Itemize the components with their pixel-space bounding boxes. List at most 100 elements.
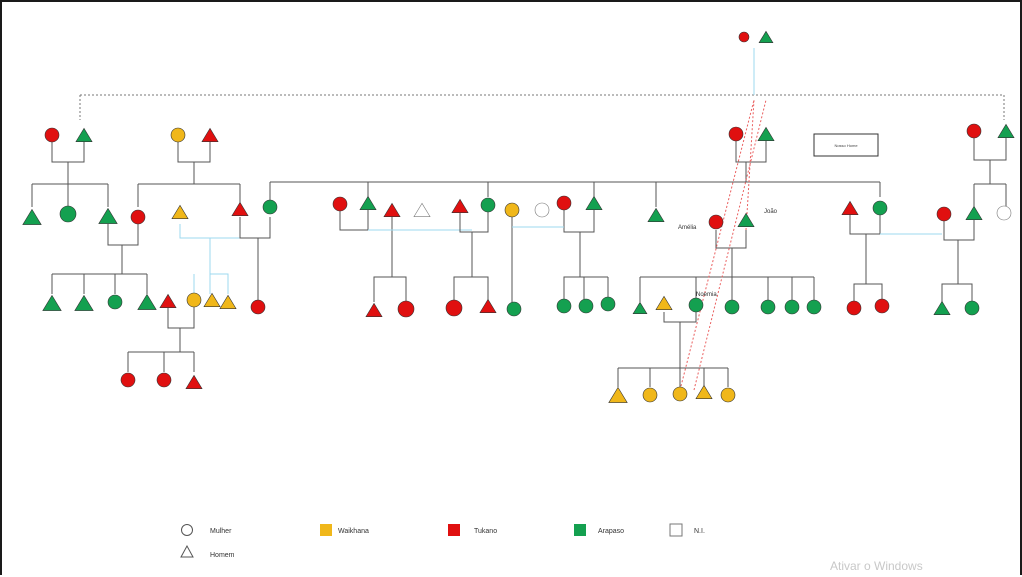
waikhana-woman-circle-icon bbox=[504, 202, 520, 218]
waikhana-man-triangle-icon bbox=[219, 294, 237, 309]
arapaso-man-triangle-icon bbox=[933, 300, 951, 315]
arapaso-man-triangle-icon bbox=[632, 301, 648, 315]
tukano-man-triangle-icon bbox=[201, 127, 219, 142]
arapaso-man-triangle-icon bbox=[359, 195, 377, 210]
arapaso-woman-circle-icon bbox=[784, 299, 800, 315]
legend-arapaso-swatch bbox=[574, 524, 586, 536]
link-line bbox=[179, 224, 270, 294]
legend-waikhana-swatch bbox=[320, 524, 332, 536]
arapaso-woman-circle-icon bbox=[578, 298, 594, 314]
legend-male-label: Homem bbox=[210, 552, 235, 559]
descent-line bbox=[639, 230, 815, 302]
tukano-man-triangle-icon bbox=[159, 293, 177, 308]
unknown-man-triangle-icon bbox=[413, 202, 431, 217]
descent-line bbox=[453, 212, 513, 302]
tukano-woman-circle-icon bbox=[966, 123, 982, 139]
note-box-text: Nosso Home bbox=[834, 143, 858, 148]
tukano-woman-circle-icon bbox=[846, 300, 862, 316]
arapaso-woman-circle-icon bbox=[964, 300, 980, 316]
arapaso-man-triangle-icon bbox=[22, 208, 42, 225]
legend-female-label: Mulher bbox=[210, 528, 232, 535]
tukano-woman-circle-icon bbox=[130, 209, 146, 225]
dotted-link bbox=[79, 94, 1005, 120]
arapaso-woman-circle-icon bbox=[872, 200, 888, 216]
tukano-man-triangle-icon bbox=[365, 302, 383, 317]
arapaso-man-triangle-icon bbox=[737, 212, 755, 227]
descent-line bbox=[849, 210, 883, 302]
tukano-woman-circle-icon bbox=[874, 298, 890, 314]
arapaso-woman-circle-icon bbox=[688, 297, 704, 313]
descent-line bbox=[31, 142, 109, 207]
tukano-man-triangle-icon bbox=[841, 200, 859, 215]
waikhana-woman-circle-icon bbox=[186, 292, 202, 308]
arapaso-woman-circle-icon bbox=[724, 299, 740, 315]
legend: Mulher Homem Waikhana Tukano Arapaso N.I… bbox=[180, 523, 705, 559]
descent-line bbox=[137, 142, 241, 207]
waikhana-man-triangle-icon bbox=[695, 384, 713, 399]
waikhana-man-triangle-icon bbox=[608, 386, 628, 403]
arapaso-man-triangle-icon bbox=[98, 207, 118, 224]
waikhana-woman-circle-icon bbox=[170, 127, 186, 143]
windows-watermark: Ativar o Windows bbox=[830, 559, 923, 573]
tukano-woman-circle-icon bbox=[332, 196, 348, 212]
waikhana-woman-circle-icon bbox=[672, 386, 688, 402]
tukano-woman-circle-icon bbox=[44, 127, 60, 143]
arapaso-woman-circle-icon bbox=[600, 296, 616, 312]
label-amelia: Amélia bbox=[678, 225, 697, 231]
legend-waikhana-label: Waikhana bbox=[338, 528, 369, 535]
tukano-man-triangle-icon bbox=[231, 201, 249, 216]
legend-tukano-label: Tukano bbox=[474, 528, 497, 535]
descent-line bbox=[735, 140, 767, 163]
tukano-man-triangle-icon bbox=[383, 202, 401, 217]
waikhana-man-triangle-icon bbox=[655, 295, 673, 310]
legend-unknown-swatch bbox=[669, 523, 683, 537]
arapaso-man-triangle-icon bbox=[42, 294, 62, 311]
arapaso-woman-circle-icon bbox=[760, 299, 776, 315]
tukano-woman-circle-icon bbox=[708, 214, 724, 230]
unknown-woman-circle-icon bbox=[534, 202, 550, 218]
descent-line bbox=[51, 224, 148, 294]
arapaso-man-triangle-icon bbox=[965, 205, 983, 220]
arapaso-man-triangle-icon bbox=[757, 126, 775, 141]
tukano-woman-circle-icon bbox=[250, 299, 266, 315]
tukano-man-triangle-icon bbox=[479, 298, 497, 313]
descent-line bbox=[269, 162, 881, 207]
arapaso-woman-circle-icon bbox=[506, 301, 522, 317]
tukano-man-triangle-icon bbox=[451, 198, 469, 213]
tukano-woman-circle-icon bbox=[728, 126, 744, 142]
tukano-woman-circle-icon bbox=[120, 372, 136, 388]
arapaso-woman-circle-icon bbox=[107, 294, 123, 310]
arapaso-man-triangle-icon bbox=[585, 195, 603, 210]
unknown-woman-circle-icon bbox=[996, 205, 1012, 221]
arapaso-man-triangle-icon bbox=[75, 127, 93, 142]
descent-line bbox=[941, 217, 975, 302]
arapaso-woman-circle-icon bbox=[480, 197, 496, 213]
note-box bbox=[813, 133, 879, 157]
waikhana-man-triangle-icon bbox=[203, 292, 221, 307]
arapaso-woman-circle-icon bbox=[806, 299, 822, 315]
tukano-woman-circle-icon bbox=[556, 195, 572, 211]
label-noemia: Noemia bbox=[696, 292, 717, 298]
legend-tukano-swatch bbox=[448, 524, 460, 536]
descent-line bbox=[973, 137, 1007, 207]
arapaso-woman-circle-icon bbox=[556, 298, 572, 314]
descent-line bbox=[563, 210, 609, 299]
arapaso-woman-circle-icon bbox=[59, 205, 77, 223]
tukano-woman-circle-icon bbox=[738, 31, 750, 43]
link-line bbox=[679, 99, 767, 391]
arapaso-man-triangle-icon bbox=[997, 123, 1015, 138]
legend-circle-icon bbox=[181, 524, 193, 536]
legend-unknown-label: N.I. bbox=[694, 528, 705, 535]
descent-line bbox=[239, 217, 271, 302]
arapaso-man-triangle-icon bbox=[758, 30, 774, 44]
legend-triangle-icon bbox=[180, 544, 194, 558]
arapaso-man-triangle-icon bbox=[647, 207, 665, 222]
arapaso-man-triangle-icon bbox=[74, 294, 94, 311]
waikhana-woman-circle-icon bbox=[642, 387, 658, 403]
descent-line bbox=[127, 307, 195, 372]
tukano-woman-circle-icon bbox=[156, 372, 172, 388]
arapaso-woman-circle-icon bbox=[262, 199, 278, 215]
tukano-woman-circle-icon bbox=[397, 300, 415, 318]
